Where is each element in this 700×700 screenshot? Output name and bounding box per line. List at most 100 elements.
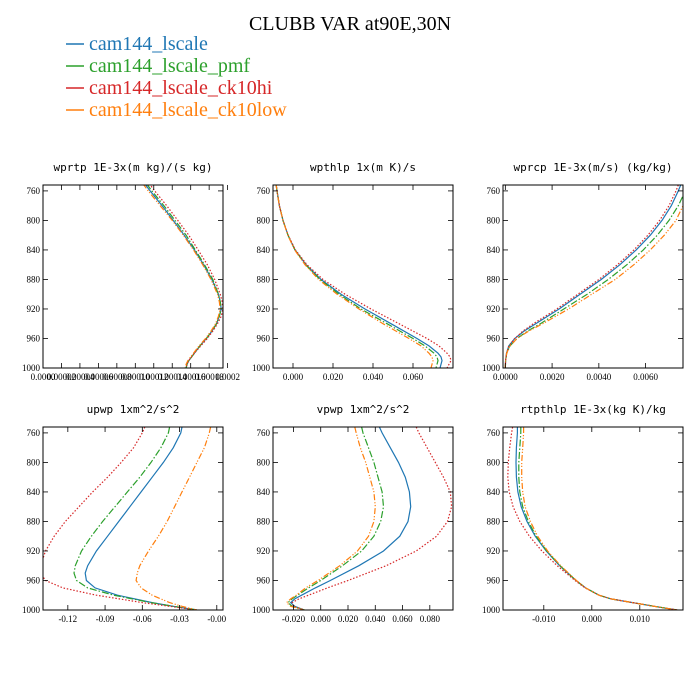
y-tick-label: 840 <box>27 487 41 497</box>
y-tick-label: 1000 <box>22 605 41 615</box>
panel-4: upwp 1xm^2/s^2 760 800 840 880 920 960 1000 -0.1… <box>22 403 227 624</box>
legend-label: cam144_lscale <box>89 33 208 55</box>
series-line-1 <box>275 185 443 368</box>
x-tick-label: -0.06 <box>133 614 152 624</box>
series-line-3 <box>291 427 453 610</box>
y-tick-label: 840 <box>487 487 501 497</box>
legend: cam144_lscalecam144_lscale_pmfcam144_lsc… <box>66 33 287 121</box>
panel-2: wpthlp 1x(m K)/s 760 800 840 880 920 960 1000 0.… <box>252 161 454 382</box>
y-tick-label: 960 <box>487 575 501 585</box>
x-tick-label: 0.00012 <box>139 372 168 382</box>
y-tick-label: 960 <box>257 333 271 343</box>
y-tick-label: 920 <box>257 546 271 556</box>
y-tick-label: 1000 <box>22 363 41 373</box>
y-tick-label: 920 <box>257 304 271 314</box>
y-tick-label: 880 <box>487 274 501 284</box>
legend-label: cam144_lscale_ck10low <box>89 99 287 121</box>
series-line-4 <box>521 427 678 610</box>
panels: wprtp 1E-3x(m kg)/(s kg) 760 800 840 880 920 9… <box>22 161 684 624</box>
x-tick-label: 0.0002 <box>215 372 240 382</box>
x-tick-label: 0.020 <box>338 614 359 624</box>
x-tick-label: 0.060 <box>392 614 413 624</box>
x-tick-label: 0.0040 <box>586 372 611 382</box>
y-tick-label: 1000 <box>252 605 271 615</box>
panel-title: wpthlp 1x(m K)/s <box>310 161 416 174</box>
y-tick-label: 760 <box>27 428 41 438</box>
y-tick-label: 800 <box>487 457 501 467</box>
y-tick-label: 760 <box>487 428 501 438</box>
x-tick-label: 0.080 <box>420 614 441 624</box>
y-tick-label: 760 <box>257 428 271 438</box>
series-line-3 <box>149 185 223 368</box>
x-tick-label: 0.0000 <box>31 372 56 382</box>
y-tick-label: 1000 <box>482 363 501 373</box>
y-tick-label: 880 <box>257 516 271 526</box>
y-tick-label: 800 <box>487 215 501 225</box>
y-tick-label: 920 <box>27 304 41 314</box>
panel-title: vpwp 1xm^2/s^2 <box>317 403 410 416</box>
x-tick-label: 0.00008 <box>102 372 132 382</box>
x-tick-label: -0.09 <box>96 614 115 624</box>
panel-3: wprcp 1E-3x(m/s) (kg/kg) 760 800 840 880 920 9… <box>482 161 684 382</box>
y-tick-label: 920 <box>487 304 501 314</box>
x-tick-label: 0.0060 <box>633 372 658 382</box>
series-line-3 <box>275 185 452 368</box>
y-tick-label: 760 <box>27 186 41 196</box>
y-tick-label: 840 <box>487 245 501 255</box>
x-tick-label: 0.010 <box>630 614 651 624</box>
plot-frame <box>272 426 454 611</box>
series-line-2 <box>73 427 197 610</box>
y-tick-label: 840 <box>27 245 41 255</box>
series-line-3 <box>507 427 678 610</box>
series-line-2 <box>504 194 683 368</box>
series-line-1 <box>84 427 197 610</box>
y-tick-label: 800 <box>257 457 271 467</box>
series-line-4 <box>285 427 376 610</box>
x-tick-label: 0.020 <box>323 372 344 382</box>
x-tick-label: 0.00014 <box>158 372 188 382</box>
y-tick-label: 880 <box>27 516 41 526</box>
series-line-3 <box>504 185 679 368</box>
panel-5: vpwp 1xm^2/s^2 760 800 840 880 920 960 1000 -0.0… <box>252 403 454 624</box>
x-tick-label: 0.060 <box>403 372 424 382</box>
x-tick-label: 0.000 <box>582 614 603 624</box>
y-tick-label: 760 <box>487 186 501 196</box>
x-tick-label: 0.000 <box>311 614 332 624</box>
y-tick-label: 800 <box>257 215 271 225</box>
y-tick-label: 1000 <box>252 363 271 373</box>
x-tick-label: 0.00002 <box>47 372 76 382</box>
x-tick-label: 0.0020 <box>540 372 565 382</box>
series-line-1 <box>289 427 412 610</box>
x-tick-label: 0.00016 <box>176 372 206 382</box>
panel-title: rtpthlp 1E-3x(kg K)/kg <box>520 403 666 416</box>
series-line-2 <box>287 427 385 610</box>
series-line-1 <box>515 427 678 610</box>
legend-label: cam144_lscale_ck10hi <box>89 77 273 99</box>
series-line-3 <box>43 427 197 610</box>
x-tick-label: 0.00018 <box>195 372 225 382</box>
y-tick-label: 960 <box>27 575 41 585</box>
figure-title: CLUBB VAR at90E,30N <box>249 13 451 35</box>
y-tick-label: 800 <box>27 215 41 225</box>
y-tick-label: 960 <box>257 575 271 585</box>
x-tick-label: -0.010 <box>532 614 556 624</box>
y-tick-label: 880 <box>27 274 41 284</box>
y-tick-label: 840 <box>257 487 271 497</box>
y-tick-label: 800 <box>27 457 41 467</box>
series-line-4 <box>135 427 212 610</box>
x-tick-label: -0.020 <box>282 614 306 624</box>
series-line-1 <box>144 185 222 368</box>
plot-frame <box>502 184 684 369</box>
panel-title: upwp 1xm^2/s^2 <box>87 403 180 416</box>
y-tick-label: 760 <box>257 186 271 196</box>
series-line-2 <box>275 185 439 368</box>
y-tick-label: 920 <box>27 546 41 556</box>
plot-frame <box>42 184 224 369</box>
panel-1: wprtp 1E-3x(m kg)/(s kg) 760 800 840 880 920 9… <box>22 161 240 382</box>
y-tick-label: 960 <box>487 333 501 343</box>
x-tick-label: 0.040 <box>363 372 384 382</box>
y-tick-label: 960 <box>27 333 41 343</box>
panel-6: rtpthlp 1E-3x(kg K)/kg 760 800 840 880 920 960… <box>482 403 684 624</box>
plot-frame <box>502 426 684 611</box>
